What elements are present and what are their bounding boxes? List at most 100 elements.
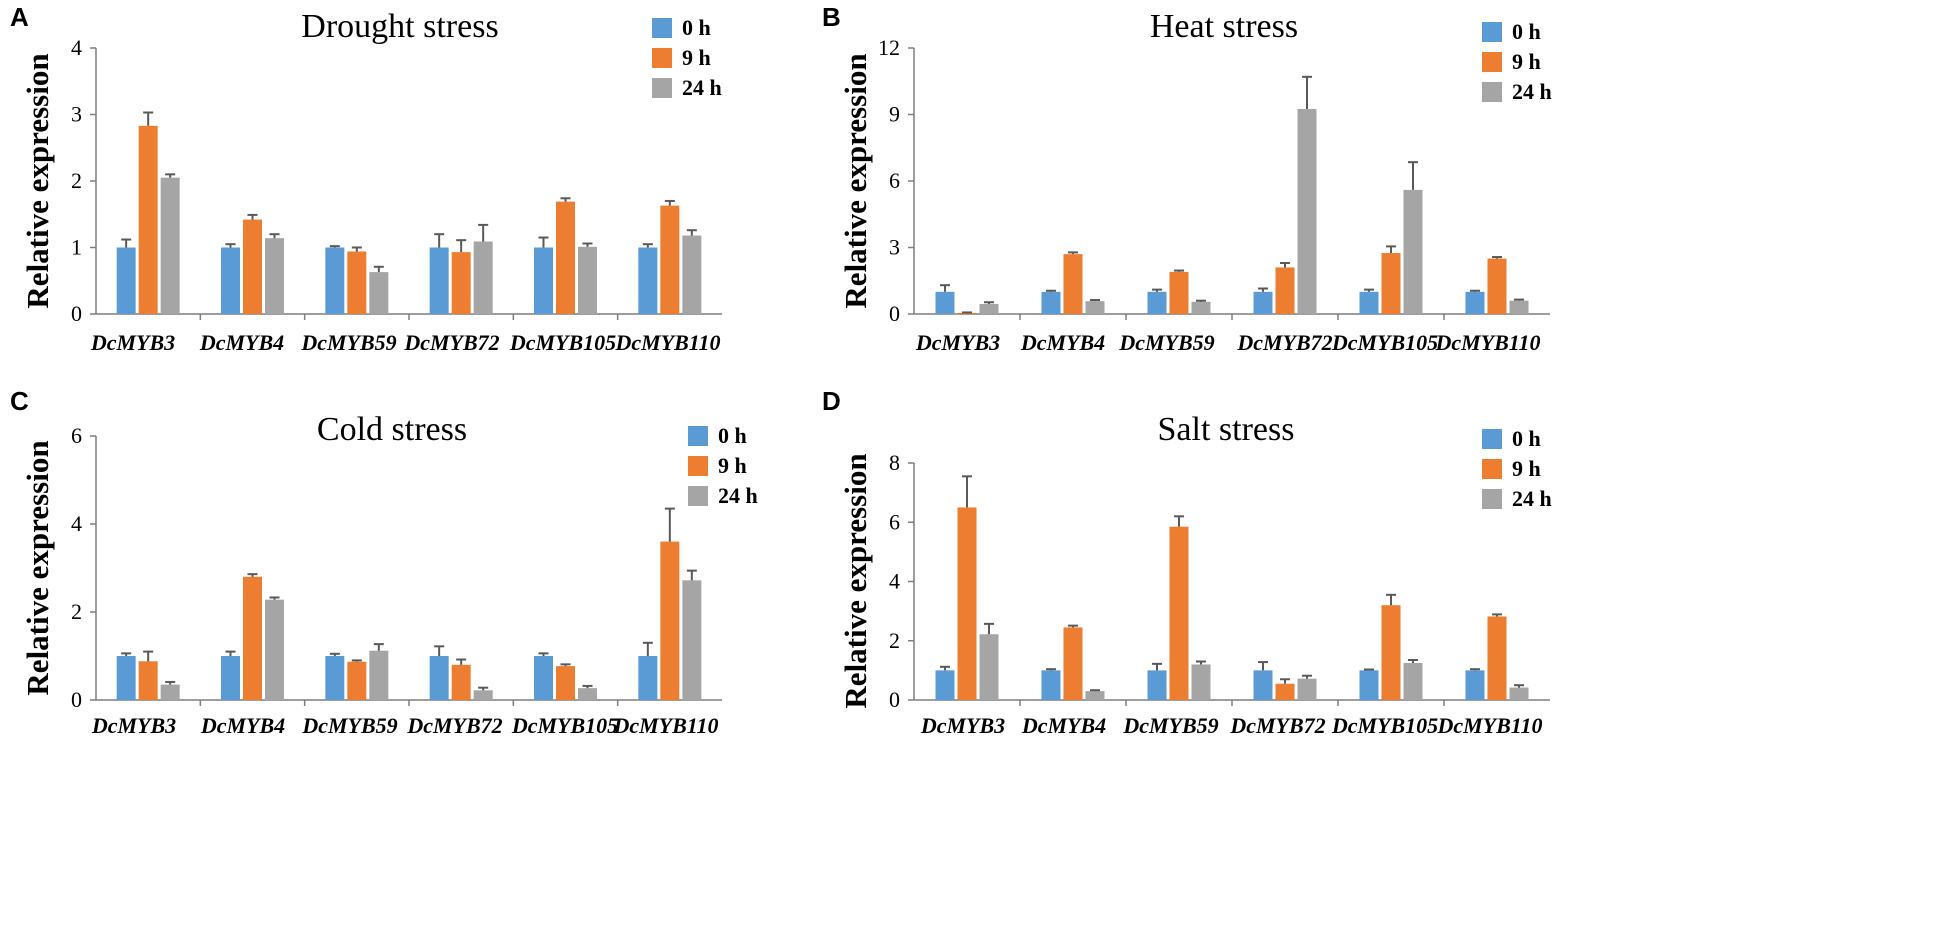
- legend-swatch: [688, 426, 708, 446]
- x-tick-label: DcMYB105: [511, 713, 618, 738]
- bar-9h-DcMYB72: [451, 252, 471, 314]
- bar-9h-DcMYB105: [556, 666, 575, 700]
- legend-label: 0 h: [718, 423, 747, 448]
- y-tick-label: 0: [889, 687, 900, 712]
- legend: 0 h 9 h 24 h: [688, 423, 758, 508]
- bar-9h-DcMYB4: [243, 576, 262, 700]
- y-tick-label: 4: [71, 35, 82, 60]
- bar-0h-DcMYB110: [1465, 291, 1485, 314]
- bar-0h-DcMYB4: [221, 247, 240, 314]
- bar-0h-DcMYB105: [534, 247, 553, 314]
- legend-swatch: [652, 78, 672, 98]
- y-tick-label: 3: [71, 102, 82, 127]
- y-tick-label: 8: [889, 450, 900, 475]
- x-tick-label: DcMYB110: [614, 330, 720, 355]
- x-tick-label: DcMYB3: [915, 330, 1000, 355]
- x-tick-label: DcMYB110: [1436, 713, 1542, 738]
- legend-swatch: [1482, 429, 1502, 449]
- bar-0h-DcMYB4: [1041, 670, 1061, 700]
- legend-label: 24 h: [718, 483, 758, 508]
- bar-24h-DcMYB4: [265, 599, 284, 700]
- x-tick-label: DcMYB72: [1236, 330, 1332, 355]
- bar-9h-DcMYB4: [1063, 627, 1083, 700]
- chart-panel-B: B Heat stress Relative expression 0 3 6 9 12 DcM…: [822, 2, 1552, 355]
- bar-24h-DcMYB72: [473, 690, 493, 700]
- bar-24h-DcMYB110: [682, 235, 702, 314]
- legend-swatch: [688, 456, 708, 476]
- x-tick-label: DcMYB3: [91, 713, 176, 738]
- legend-swatch: [688, 486, 708, 506]
- bar-9h-DcMYB110: [1487, 616, 1507, 700]
- legend-swatch: [1482, 489, 1502, 509]
- chart-title: Salt stress: [1158, 411, 1295, 448]
- bar-0h-DcMYB3: [935, 291, 955, 314]
- y-tick-label: 2: [71, 168, 82, 193]
- bar-9h-DcMYB72: [451, 664, 471, 700]
- x-tick-label: DcMYB110: [1434, 330, 1540, 355]
- x-tick-label: DcMYB59: [1118, 330, 1214, 355]
- legend-label: 9 h: [718, 453, 747, 478]
- bar-24h-DcMYB59: [1191, 301, 1211, 314]
- bar-24h-DcMYB105: [578, 246, 597, 314]
- panel-label: A: [10, 2, 29, 32]
- bar-0h-DcMYB3: [935, 670, 955, 700]
- bar-24h-DcMYB59: [369, 650, 389, 700]
- bar-0h-DcMYB59: [325, 247, 345, 314]
- panel-label: B: [822, 2, 841, 32]
- x-tick-label: DcMYB72: [1229, 713, 1325, 738]
- y-tick-label: 6: [889, 509, 900, 534]
- bar-24h-DcMYB4: [265, 238, 284, 314]
- bar-0h-DcMYB3: [116, 247, 136, 314]
- y-tick-label: 2: [71, 599, 82, 624]
- bar-24h-DcMYB59: [1191, 664, 1211, 700]
- bar-9h-DcMYB3: [957, 507, 977, 700]
- chart-panel-D: D Salt stress Relative expression 0 2 4 6 8 DcMY…: [822, 386, 1552, 738]
- legend: 0 h 9 h 24 h: [1482, 426, 1552, 511]
- bar-9h-DcMYB110: [660, 541, 680, 700]
- x-tick-label: DcMYB110: [612, 713, 718, 738]
- bar-24h-DcMYB72: [1297, 678, 1317, 700]
- y-axis-label: Relative expression: [838, 453, 873, 708]
- bar-24h-DcMYB4: [1085, 301, 1105, 314]
- bar-24h-DcMYB72: [473, 241, 493, 314]
- bar-9h-DcMYB59: [347, 251, 367, 314]
- y-axis-label: Relative expression: [838, 53, 873, 308]
- legend-label: 24 h: [1512, 486, 1552, 511]
- x-tick-label: DcMYB105: [1331, 330, 1438, 355]
- bar-24h-DcMYB3: [979, 304, 999, 314]
- bar-0h-DcMYB59: [1147, 291, 1167, 314]
- bar-24h-DcMYB3: [979, 634, 999, 700]
- y-tick-label: 3: [889, 235, 900, 260]
- legend-label: 9 h: [682, 45, 711, 70]
- x-tick-label: DcMYB72: [403, 330, 499, 355]
- bar-9h-DcMYB110: [1487, 258, 1507, 314]
- x-tick-label: DcMYB3: [920, 713, 1005, 738]
- y-tick-label: 6: [71, 423, 82, 448]
- x-tick-label: DcMYB105: [1331, 713, 1438, 738]
- bar-24h-DcMYB105: [578, 688, 597, 700]
- legend-label: 24 h: [1512, 79, 1552, 104]
- x-tick-label: DcMYB105: [509, 330, 616, 355]
- legend-label: 24 h: [682, 75, 722, 100]
- bar-9h-DcMYB105: [1381, 605, 1401, 700]
- bar-24h-DcMYB4: [1085, 691, 1105, 700]
- bar-9h-DcMYB105: [1381, 253, 1401, 314]
- bar-24h-DcMYB3: [160, 684, 180, 700]
- x-tick-label: DcMYB3: [90, 330, 175, 355]
- y-axis-label: Relative expression: [20, 53, 55, 308]
- legend-swatch: [1482, 459, 1502, 479]
- bar-24h-DcMYB110: [682, 580, 702, 700]
- chart-panel-A: A Drought stress Relative expression 0 1 2 3 4 D…: [10, 2, 722, 355]
- bar-0h-DcMYB105: [1359, 670, 1379, 700]
- bar-24h-DcMYB105: [1403, 189, 1423, 314]
- bar-0h-DcMYB105: [534, 656, 553, 700]
- chart-title: Drought stress: [301, 8, 498, 45]
- bar-24h-DcMYB72: [1297, 108, 1317, 314]
- bar-9h-DcMYB4: [243, 219, 262, 314]
- bar-0h-DcMYB110: [1465, 670, 1485, 700]
- legend-label: 0 h: [1512, 19, 1541, 44]
- bar-24h-DcMYB105: [1403, 662, 1423, 700]
- legend-swatch: [1482, 22, 1502, 42]
